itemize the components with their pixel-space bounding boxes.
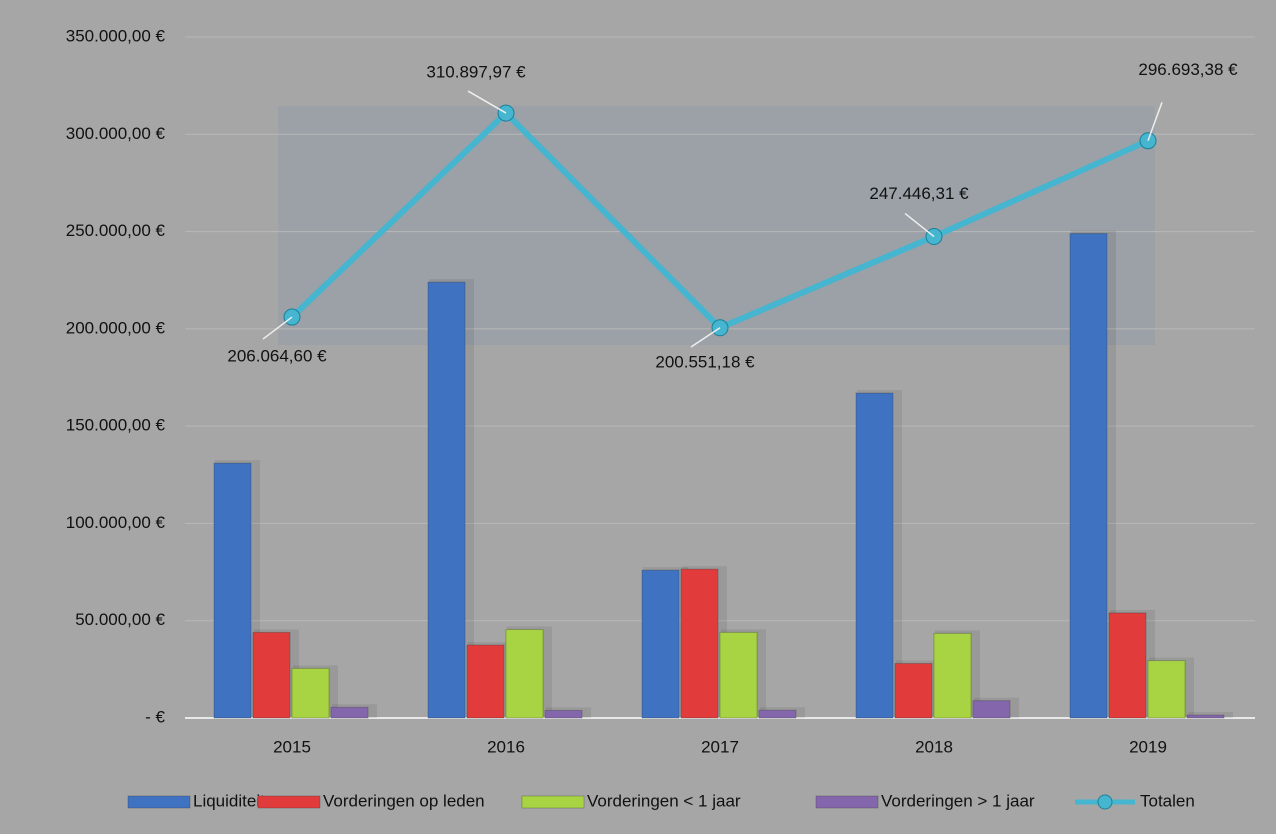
- y-tick-label: 100.000,00 €: [66, 513, 166, 532]
- bar: [933, 632, 972, 719]
- bar: [641, 569, 680, 719]
- leader-line: [467, 90, 507, 114]
- leader-line: [904, 212, 935, 238]
- legend-swatch-marker: [1097, 794, 1113, 810]
- y-tick-label: - €: [145, 707, 165, 726]
- x-tick-label: 2016: [487, 737, 525, 756]
- bar: [719, 631, 758, 719]
- x-tick-label: 2018: [915, 737, 953, 756]
- legend-swatch: [521, 795, 585, 809]
- x-tick-label: 2019: [1129, 737, 1167, 756]
- bar: [544, 709, 583, 719]
- leader-line: [262, 316, 293, 340]
- x-tick-label: 2015: [273, 737, 311, 756]
- bar: [894, 663, 933, 719]
- y-tick-label: 50.000,00 €: [75, 610, 165, 629]
- y-tick-label: 350.000,00 €: [66, 26, 166, 45]
- data-label: 200.551,18 €: [655, 352, 755, 371]
- bar: [758, 709, 797, 719]
- bar: [505, 628, 544, 719]
- bar: [1108, 612, 1147, 719]
- bar: [1186, 714, 1225, 719]
- data-label: 206.064,60 €: [227, 347, 327, 366]
- bar-shadow: [1188, 712, 1233, 718]
- y-tick-label: 300.000,00 €: [66, 124, 166, 143]
- bar: [252, 631, 291, 719]
- bar: [466, 644, 505, 719]
- legend-swatch: [257, 795, 321, 809]
- bar: [972, 700, 1011, 719]
- bar: [330, 706, 369, 719]
- legend-label: Vorderingen > 1 jaar: [881, 791, 1035, 810]
- bar: [291, 667, 330, 719]
- legend-swatch: [815, 795, 879, 809]
- bar: [427, 281, 466, 719]
- legend-label: Vorderingen op leden: [323, 791, 485, 810]
- legend-swatch: [127, 795, 191, 809]
- y-tick-label: 200.000,00 €: [66, 318, 166, 337]
- bar: [1069, 233, 1108, 719]
- legend-label: Totalen: [1140, 791, 1195, 810]
- legend-label: Vorderingen < 1 jaar: [587, 791, 741, 810]
- bar: [680, 568, 719, 719]
- data-label: 310.897,97 €: [426, 63, 526, 82]
- y-tick-label: 250.000,00 €: [66, 221, 166, 240]
- leader-line: [1147, 101, 1163, 141]
- data-label: 296.693,38 €: [1138, 60, 1238, 79]
- data-label: 247.446,31 €: [869, 184, 969, 203]
- bar: [213, 462, 252, 719]
- leader-line: [690, 327, 721, 348]
- bar: [1147, 660, 1186, 719]
- highlight-band: [278, 106, 1155, 345]
- x-tick-label: 2017: [701, 737, 739, 756]
- bar: [855, 392, 894, 719]
- y-tick-label: 150.000,00 €: [66, 416, 166, 435]
